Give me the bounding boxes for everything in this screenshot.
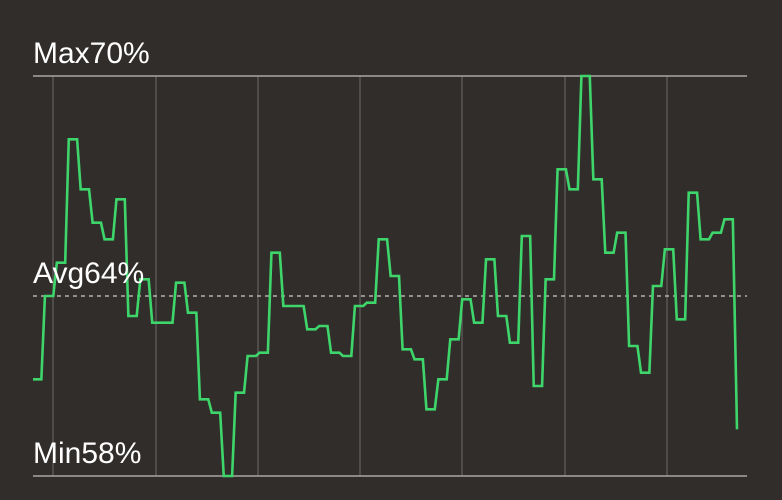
avg-label: Avg64% [33, 257, 144, 290]
series-line [33, 74, 739, 478]
max-label: Max70% [33, 37, 150, 70]
vertical-gridlines [52, 76, 668, 476]
min-label: Min58% [33, 437, 141, 470]
